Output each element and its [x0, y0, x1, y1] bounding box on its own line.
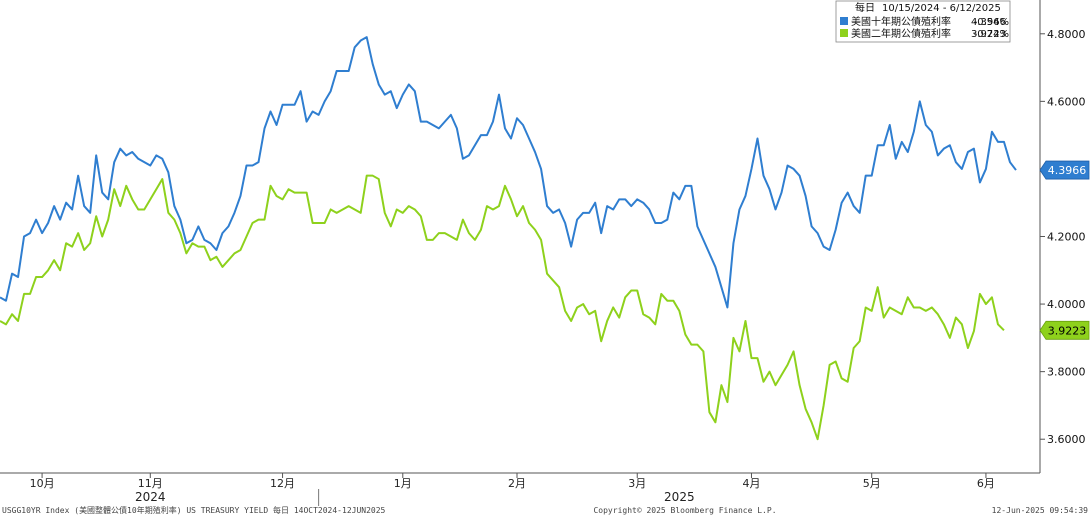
legend-box [835, 0, 1011, 43]
year-label: 2025 [664, 490, 695, 504]
x-tick-label: 10月 [30, 477, 55, 490]
legend-change-2y: -0.74% [974, 29, 1009, 40]
last-value-tag-2y: 3.9223 [1039, 320, 1090, 340]
y-tick-label: 4.2000 [1047, 231, 1086, 244]
x-tick-label: 3月 [628, 477, 646, 490]
legend: 每日 10/15/2024 - 6/12/2025 美國十年期公債殖利率 4.3… [835, 0, 1011, 43]
y-axis-ticks: 3.60003.80004.00004.20004.40004.60004.80… [1040, 28, 1086, 446]
last-value-label: 4.3966 [1048, 164, 1087, 177]
last-value-tag-10y: 4.3966 [1039, 160, 1090, 180]
x-tick-label: 6月 [977, 477, 995, 490]
series-line-2y [0, 174, 1005, 441]
x-tick-label: 2月 [508, 477, 526, 490]
x-tick-label: 12月 [270, 477, 295, 490]
legend-swatch-10y [840, 17, 848, 25]
series-line-10y [0, 36, 1017, 309]
legend-date-range: 10/15/2024 - 6/12/2025 [882, 3, 1001, 14]
y-tick-label: 4.8000 [1047, 28, 1086, 41]
year-label: 2024 [135, 490, 166, 504]
legend-name-2y: 美國二年期公債殖利率 [851, 27, 951, 40]
y-tick-label: 4.6000 [1047, 95, 1086, 108]
y-tick-label: 3.8000 [1047, 366, 1086, 379]
legend-change-10y: -0.54% [974, 17, 1009, 28]
legend-frequency: 每日 [855, 1, 875, 14]
last-value-label: 3.9223 [1048, 324, 1087, 337]
x-tick-label: 5月 [863, 477, 881, 490]
legend-value-2y: 3.9223 [971, 29, 1006, 40]
x-axis-ticks: 10月 11月 12月 1月 2月 3月 4月 5月 6月 2024 2025 [30, 473, 995, 506]
footer-copyright: Copyright© 2025 Bloomberg Finance L.P. [593, 506, 776, 515]
footer-timestamp: 12-Jun-2025 09:54:39 [992, 506, 1089, 515]
footer: USGG10YR Index (美國整體公債10年期殖利率) US TREASU… [2, 505, 1088, 515]
legend-swatch-2y [840, 29, 848, 37]
x-tick-label: 4月 [742, 477, 760, 490]
footer-index-info: USGG10YR Index (美國整體公債10年期殖利率) US TREASU… [2, 505, 386, 515]
y-tick-label: 3.6000 [1047, 433, 1086, 446]
plot-area: 3.60003.80004.00004.20004.40004.60004.80… [0, 0, 1090, 506]
legend-value-10y: 4.3966 [971, 17, 1006, 28]
x-tick-label: 11月 [138, 477, 163, 490]
legend-name-10y: 美國十年期公債殖利率 [851, 15, 951, 28]
x-tick-label: 1月 [394, 477, 412, 490]
last-value-tags: 4.3966 3.9223 [1039, 160, 1090, 340]
y-tick-label: 4.0000 [1047, 298, 1086, 311]
series-layer [0, 36, 1017, 441]
